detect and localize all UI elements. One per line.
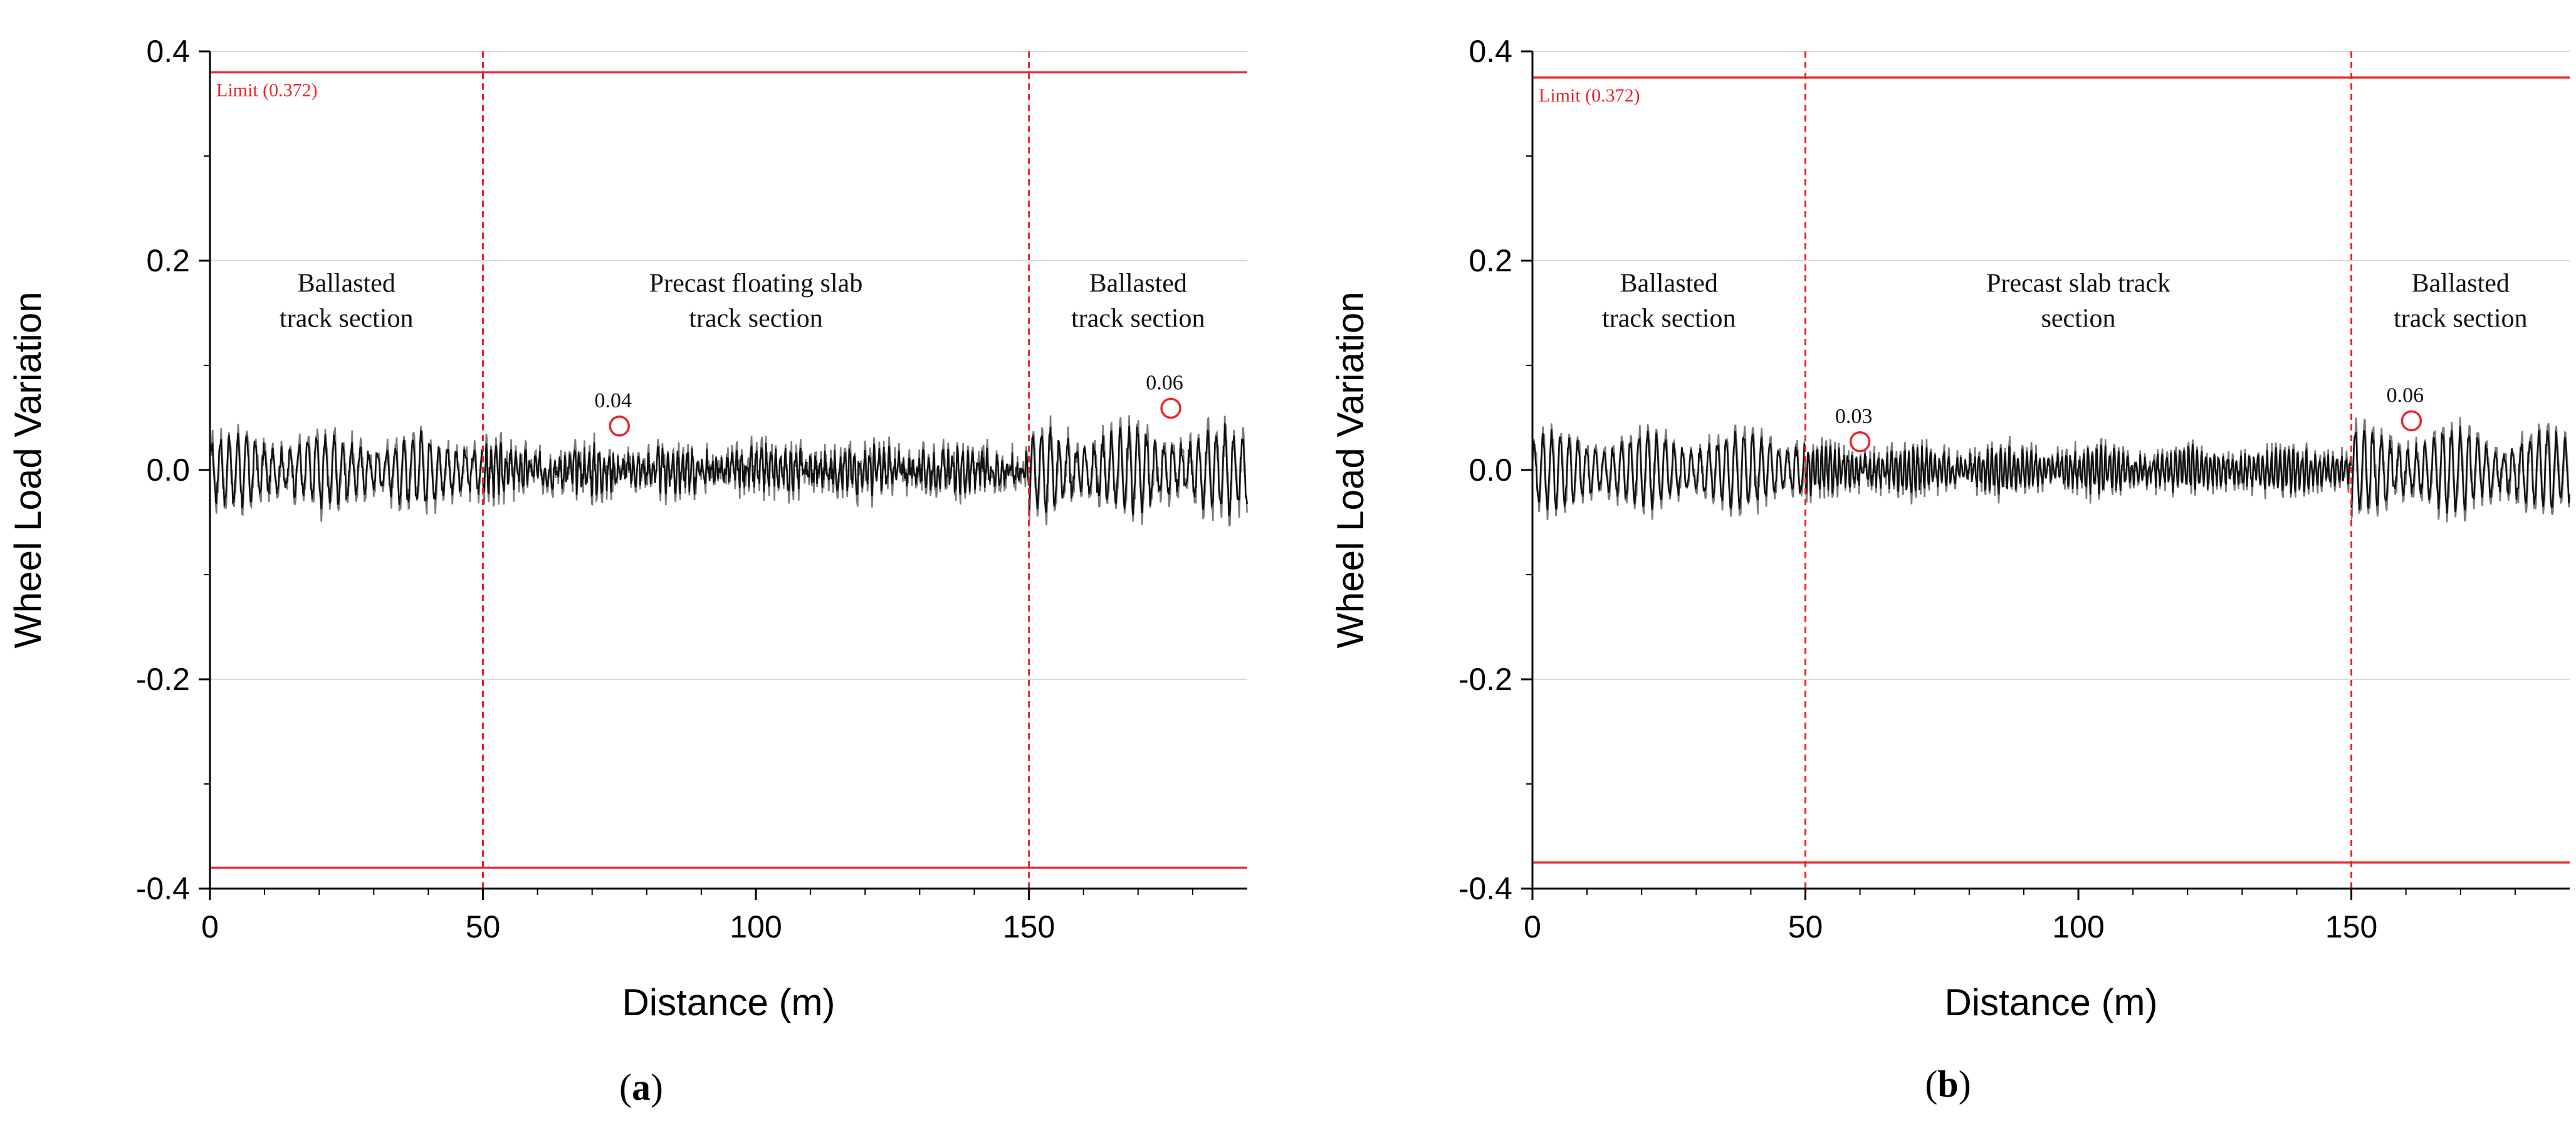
- panel-label: (b): [1925, 1063, 1971, 1105]
- x-tick-label: 0: [201, 909, 219, 944]
- peak-annotation-label: 0.06: [1146, 371, 1183, 394]
- series-line-precast-slab: [1804, 444, 2352, 496]
- x-tick-label: 100: [2052, 909, 2104, 944]
- y-tick-label: 0.2: [1469, 243, 1512, 278]
- x-tick-label: 150: [2325, 909, 2377, 944]
- limit-label: Limit (0.372): [216, 80, 318, 100]
- y-tick-label: 0.4: [1469, 34, 1512, 69]
- panel-label-close-paren: ): [1959, 1063, 1971, 1105]
- x-axis-title: Distance (m): [1944, 981, 2157, 1023]
- section-label-line: Ballasted: [1089, 269, 1187, 298]
- peak-marker-circle: [2401, 410, 2422, 432]
- peak-marker-circle: [609, 415, 631, 437]
- section-label-line: track section: [280, 304, 413, 333]
- peak-annotation-label: 0.04: [595, 389, 632, 412]
- section-label-line: Ballasted: [298, 269, 395, 298]
- section-label-3: Ballasted track section: [1071, 269, 1205, 333]
- section-label-3: Ballasted track section: [2394, 269, 2527, 333]
- y-tick-label: 0.4: [146, 34, 190, 69]
- y-axis-title: Wheel Load Variation: [7, 291, 49, 648]
- series-line-ballasted-1: [209, 430, 484, 509]
- section-label-2: Precast slab track section: [1986, 269, 2170, 333]
- series-line-precast-floating-slab: [482, 442, 1030, 498]
- panel-label-close-paren: ): [651, 1067, 663, 1108]
- x-axis-title: Distance (m): [622, 981, 835, 1023]
- y-tick-label: -0.4: [1458, 871, 1512, 906]
- x-tick-label: 100: [730, 909, 782, 944]
- series-line-ballasted-1: [1531, 429, 1806, 510]
- y-tick-label: 0.0: [1469, 452, 1512, 488]
- panel-label-letter: a: [632, 1067, 651, 1108]
- section-label-line: track section: [1071, 304, 1205, 333]
- y-tick-label: -0.2: [136, 662, 190, 697]
- section-label-line: track section: [689, 304, 822, 333]
- x-tick-label: 150: [1003, 909, 1055, 944]
- section-label-2: Precast floating slab track section: [649, 269, 863, 333]
- section-label-line: track section: [1602, 304, 1736, 333]
- peak-annotation-label: 0.06: [2387, 384, 2424, 407]
- limit-label: Limit (0.372): [1539, 85, 1640, 106]
- y-tick-label: 0.0: [146, 452, 190, 488]
- section-label-line: Precast slab track: [1986, 269, 2170, 298]
- series-line-ballasted-2: [1028, 423, 1248, 517]
- section-label-1: Ballasted track section: [280, 269, 413, 333]
- x-tick-label: 0: [1524, 909, 1541, 944]
- section-label-line: track section: [2394, 304, 2527, 333]
- section-label-line: Ballasted: [1620, 269, 1718, 298]
- y-tick-label: -0.4: [136, 871, 190, 906]
- y-tick-label: -0.2: [1458, 662, 1512, 697]
- peak-marker-circle: [1160, 397, 1181, 419]
- panel-label-open-paren: (: [1925, 1063, 1937, 1105]
- panel-label-open-paren: (: [619, 1067, 632, 1108]
- y-tick-label: 0.2: [146, 243, 190, 278]
- x-tick-label: 50: [466, 909, 501, 944]
- chart-panel-a: Limit (0.372)Ballasted track sectionPreca…: [7, 34, 1248, 1108]
- section-label-line: Ballasted: [2412, 269, 2510, 298]
- y-axis-title: Wheel Load Variation: [1329, 291, 1371, 648]
- peak-marker-circle: [1849, 431, 1871, 452]
- series-line-ballasted-2: [2350, 426, 2570, 514]
- panel-label-letter: b: [1937, 1063, 1958, 1105]
- section-label-line: Precast floating slab: [649, 269, 863, 298]
- section-label-line: section: [2041, 304, 2116, 333]
- section-label-1: Ballasted track section: [1602, 269, 1736, 333]
- peak-annotation-label: 0.03: [1835, 405, 1873, 428]
- chart-panel-b: Limit (0.372) Ballasted track section Preca…: [1329, 34, 2570, 1105]
- panel-label: (a): [619, 1067, 663, 1108]
- x-tick-label: 50: [1788, 909, 1823, 944]
